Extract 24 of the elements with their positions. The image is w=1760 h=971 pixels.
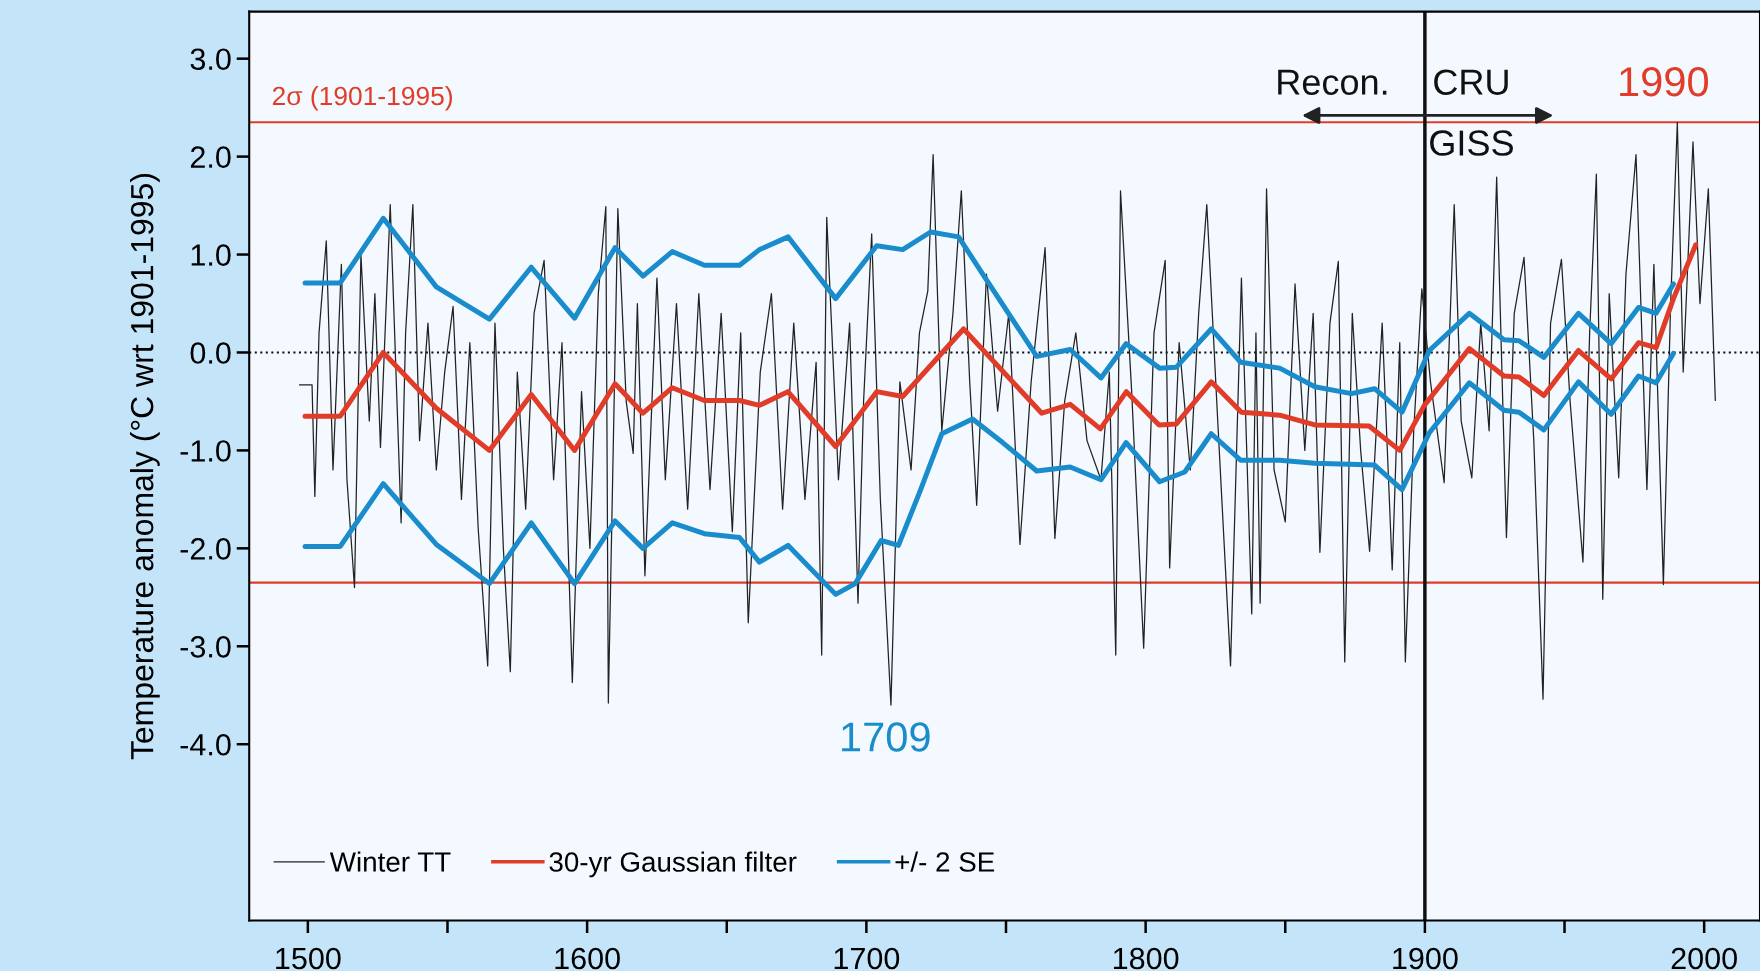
- y-tick-label: 3.0: [190, 48, 231, 71]
- x-tick-label: 1900: [1393, 947, 1458, 970]
- y-tick-label: -2.0: [180, 538, 231, 560]
- y-tick-label: 1.0: [191, 244, 231, 266]
- annotation: 1990: [1620, 66, 1709, 97]
- x-tick-label: 1500: [276, 947, 341, 970]
- annotation: Recon.: [1278, 69, 1387, 95]
- annotation: 1709: [842, 722, 930, 752]
- x-tick-label: 1700: [834, 947, 900, 970]
- y-tick-label: -3.0: [180, 636, 231, 658]
- y-axis-title: Temperature anomaly (°C wrt 1901-1995): [129, 174, 160, 760]
- y-tick-label: -1.0: [180, 440, 231, 462]
- legend-label: Winter TT: [329, 851, 451, 872]
- y-tick-label: 2.0: [190, 146, 231, 168]
- y-tick-label: 0.0: [190, 342, 231, 364]
- annotation: GISS: [1430, 130, 1513, 156]
- legend-label: +/- 2 SE: [895, 851, 995, 872]
- legend-label: 30-yr Gaussian filter: [549, 851, 797, 878]
- x-tick-label: 1800: [1113, 947, 1179, 970]
- annotation: CRU: [1434, 69, 1508, 95]
- y-tick-label: -4.0: [180, 733, 231, 756]
- x-tick-label: 1600: [555, 947, 620, 970]
- x-tick-label: 2000: [1671, 947, 1737, 970]
- ref-line-label: 2σ (1901-1995): [272, 85, 452, 111]
